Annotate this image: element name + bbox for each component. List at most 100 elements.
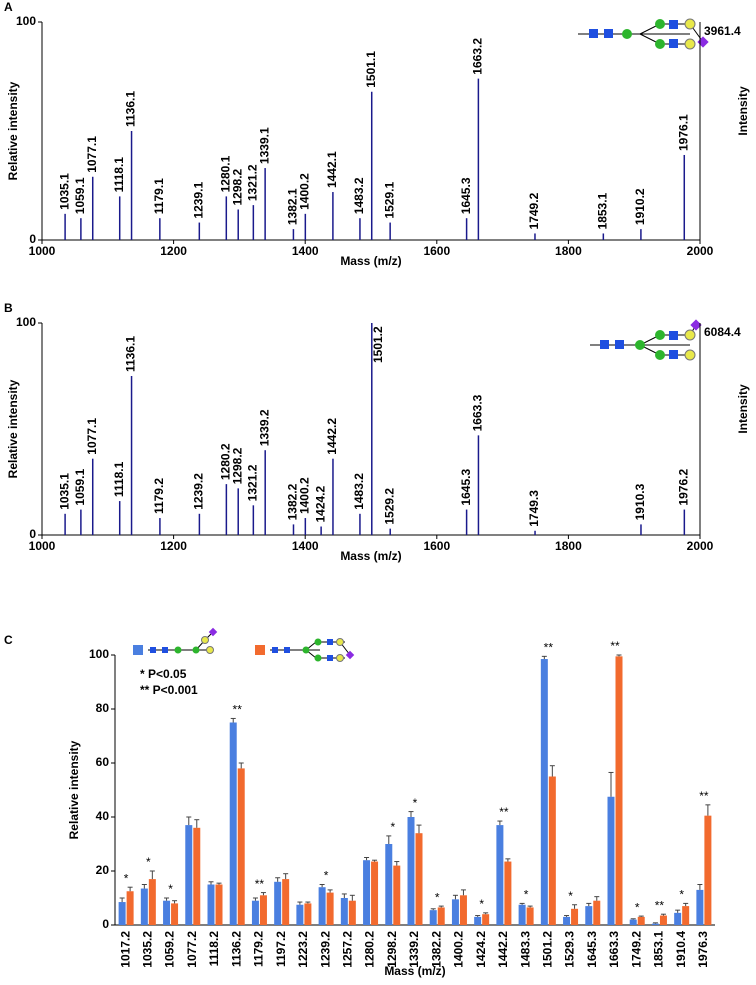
significance: * — [413, 796, 418, 810]
x-tick-label: 1257.2 — [341, 931, 355, 968]
x-axis-label: Mass (m/z) — [340, 254, 401, 268]
peak-label: 1442.2 — [325, 418, 339, 455]
peak-label: 1179.1 — [152, 178, 166, 214]
bar — [207, 884, 215, 925]
x-tick-label: 1400.2 — [452, 931, 466, 968]
bar — [704, 815, 712, 925]
x-tick-label: 1424.2 — [474, 931, 488, 968]
x-tick-label: 1280.2 — [363, 931, 377, 968]
x-tick-label: 1663.3 — [607, 931, 621, 968]
panel-label: A — [4, 0, 13, 14]
y-axis-label: Relative intensity — [6, 379, 20, 478]
x-tick-label: 2000 — [687, 244, 714, 258]
peak-label: 1483.2 — [352, 473, 366, 510]
x-tick-label: 1800 — [555, 539, 582, 553]
peak-label: 1424.2 — [313, 485, 327, 522]
peak-label: 1179.2 — [152, 478, 166, 514]
x-tick-label: 2000 — [687, 539, 714, 553]
peak-label: 1059.1 — [73, 469, 87, 506]
y-tick-label: 100 — [89, 647, 109, 661]
bar — [659, 915, 667, 925]
y-tick-label: 100 — [16, 14, 36, 28]
x-tick-label: 1749.2 — [629, 931, 643, 968]
bar — [385, 844, 393, 925]
x-tick-label: 1645.3 — [585, 931, 599, 968]
bar — [526, 907, 534, 925]
significance: ** — [610, 639, 620, 653]
x-tick-label: 1382.2 — [429, 931, 443, 968]
peak-label: 1645.3 — [459, 177, 473, 214]
y-axis-label: Relative intensity — [67, 740, 81, 839]
bar — [563, 916, 571, 925]
y2-axis-label: Intensity — [736, 384, 750, 434]
bar — [637, 916, 645, 925]
peak-label: 1663.3 — [471, 394, 485, 431]
bar — [163, 900, 171, 925]
x-tick-label: 1118.2 — [207, 931, 221, 967]
bar — [171, 903, 179, 925]
peak-label: 1910.2 — [633, 188, 647, 225]
glycan-icon-b — [590, 319, 702, 361]
bar — [496, 825, 504, 925]
bar — [415, 833, 423, 925]
bar — [459, 895, 467, 925]
bar — [296, 904, 304, 925]
peak-label: 1239.1 — [191, 182, 205, 219]
x-tick-label: 1800 — [555, 244, 582, 258]
significance: ** — [255, 877, 265, 891]
peak-label: 1663.2 — [471, 38, 485, 75]
x-axis-label: Mass (m/z) — [384, 964, 445, 978]
significance: * — [524, 888, 529, 902]
x-tick-label: 1017.2 — [118, 931, 132, 968]
bar — [540, 659, 548, 925]
glycan-icon-a — [578, 18, 709, 50]
bar — [393, 865, 401, 925]
peak-label: 1645.3 — [459, 469, 473, 506]
significance: * — [168, 882, 173, 896]
peak-label: 1280.2 — [219, 443, 233, 480]
significance: * — [568, 889, 573, 903]
peak-label: 1339.2 — [257, 409, 271, 446]
y-tick-label: 80 — [96, 701, 110, 715]
bar — [407, 817, 415, 925]
bar — [615, 656, 623, 925]
y-tick-label: 0 — [29, 232, 36, 246]
x-tick-label: 1136.2 — [229, 931, 243, 967]
y-axis-label: Relative intensity — [6, 81, 20, 180]
x-tick-label: 1400 — [292, 539, 319, 553]
peak-label: 1321.2 — [246, 464, 260, 501]
bar — [593, 900, 601, 925]
bar — [318, 887, 326, 925]
bar — [585, 906, 593, 925]
x-tick-label: 1200 — [160, 539, 187, 553]
bar — [629, 919, 637, 925]
panel-label: B — [4, 301, 13, 315]
peak-label: 1529.2 — [382, 488, 396, 525]
peak-label: 1400.2 — [298, 173, 312, 210]
peak-label: 1118.1 — [112, 461, 126, 497]
peak-label: 1280.1 — [218, 155, 232, 192]
x-tick-label: 1077.2 — [185, 931, 199, 968]
bar — [474, 916, 482, 925]
peak-label: 1501.2 — [371, 326, 385, 363]
bar — [140, 888, 148, 925]
significance: ** — [655, 898, 665, 912]
max-intensity: 6084.4 — [704, 325, 741, 339]
x-tick-label: 1483.3 — [518, 931, 532, 968]
significance: * — [635, 900, 640, 914]
legend-glycan-1 — [148, 627, 218, 654]
bar — [607, 796, 615, 925]
significance: * — [146, 855, 151, 869]
bar — [437, 907, 445, 925]
peak-label: 1749.2 — [527, 192, 541, 229]
peak-label: 1059.1 — [73, 177, 87, 214]
bar — [251, 900, 259, 925]
peak-label: 1339.1 — [257, 127, 271, 164]
y-tick-label: 40 — [96, 809, 110, 823]
peak-label: 1976.2 — [677, 469, 691, 506]
annotation: ** P<0.001 — [140, 683, 198, 697]
significance: ** — [699, 789, 709, 803]
x-tick-label: 1223.2 — [296, 931, 310, 968]
peak-label: 1118.1 — [112, 157, 126, 193]
